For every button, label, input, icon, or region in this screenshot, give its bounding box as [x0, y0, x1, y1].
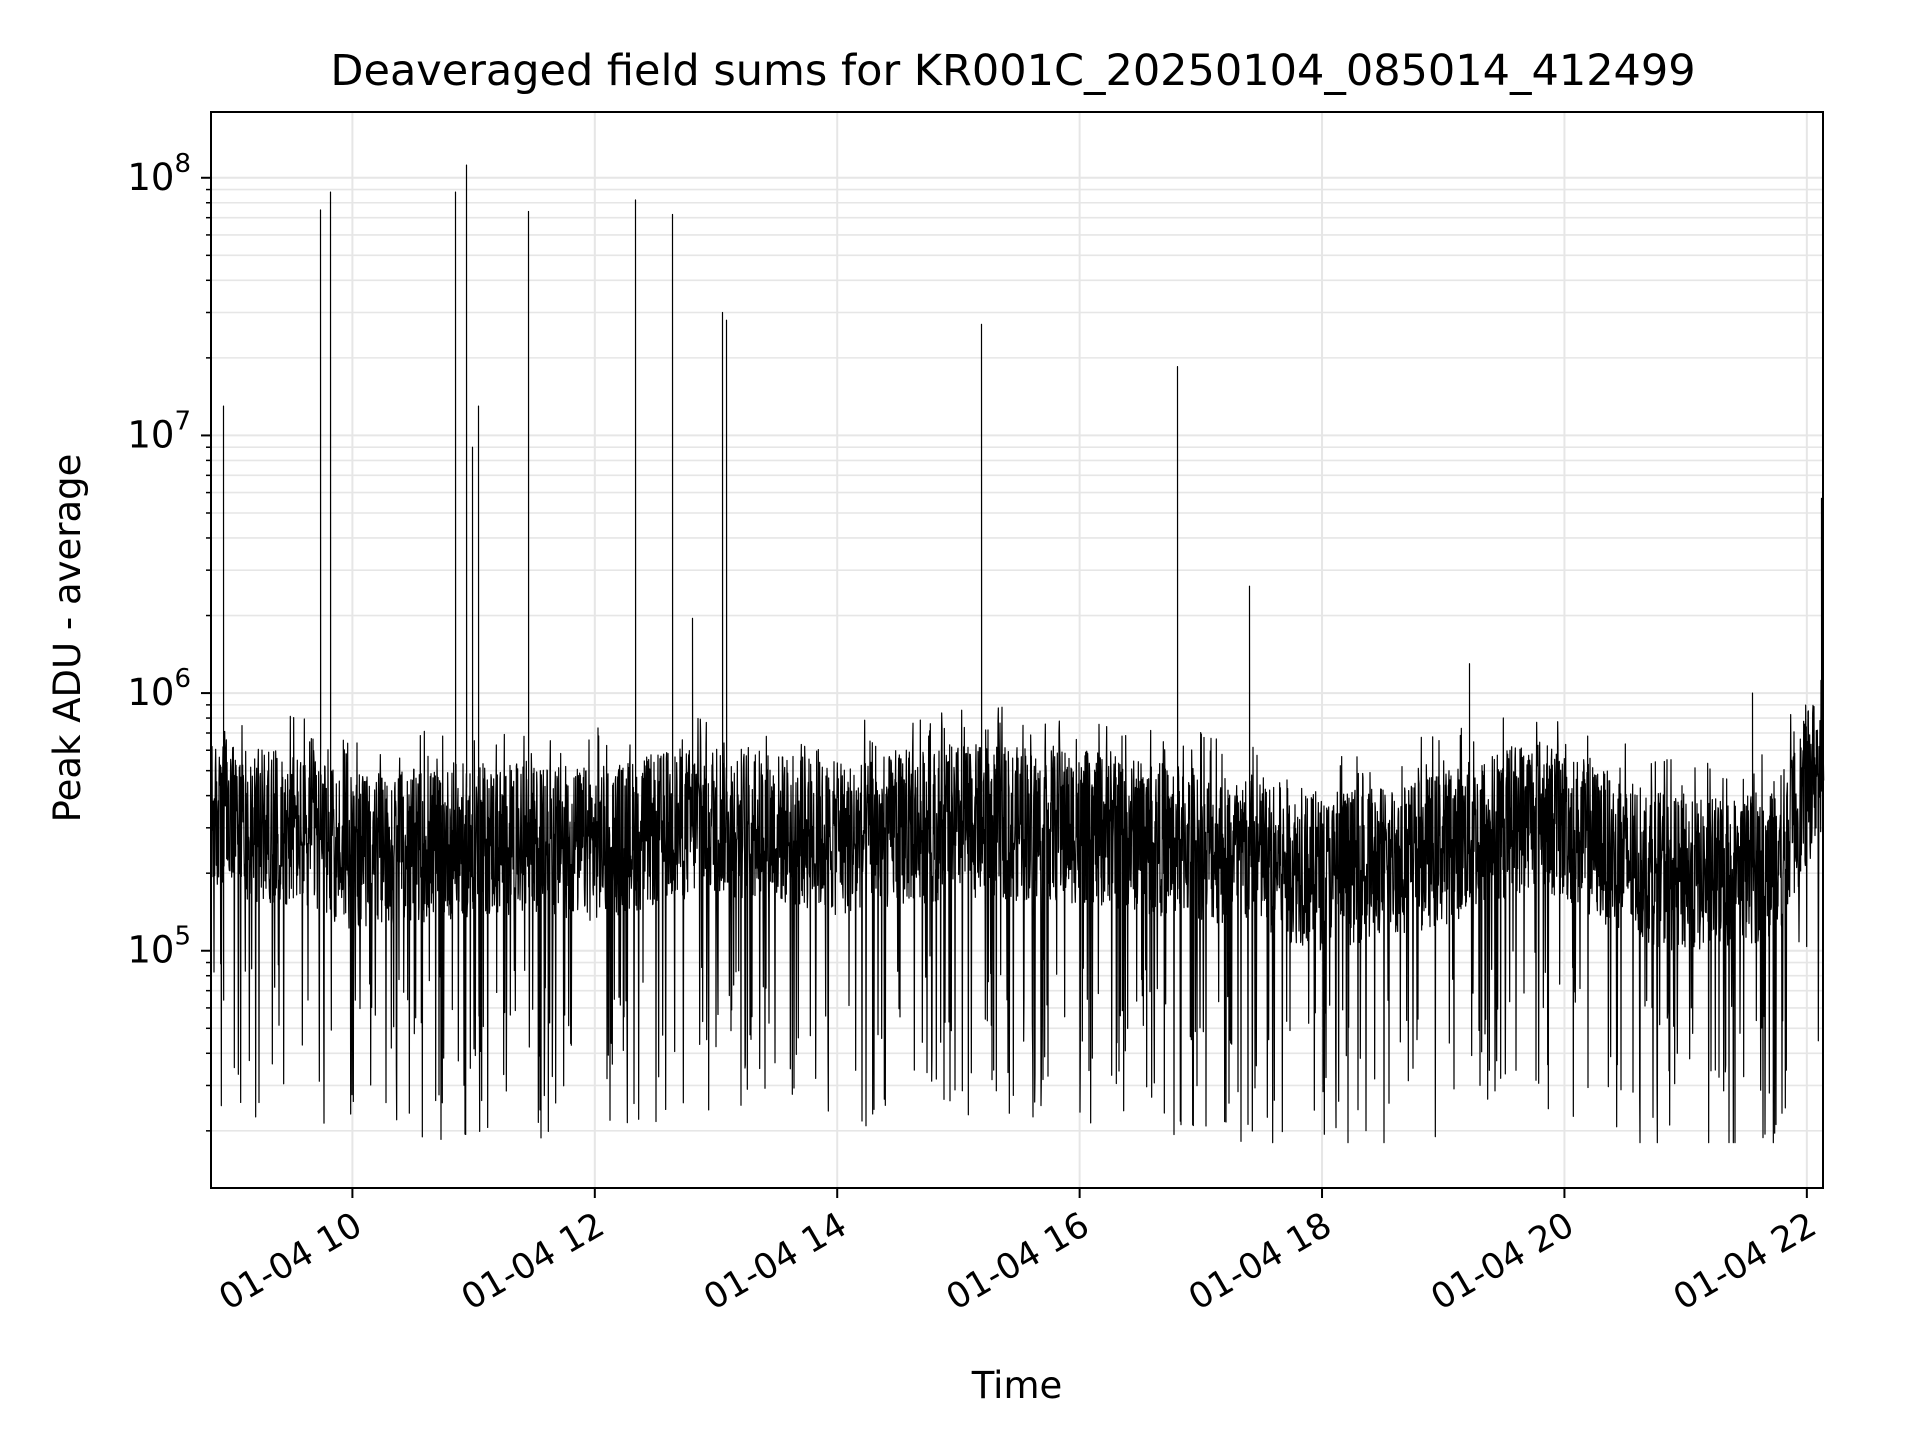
- plot-frame: [210, 111, 1824, 1189]
- y-tick-label: 105: [127, 922, 191, 972]
- x-axis-label: Time: [971, 1364, 1063, 1407]
- y-tick-label: 106: [127, 664, 191, 714]
- chart-title: Deaveraged field sums for KR001C_2025010…: [330, 46, 1695, 96]
- series-line: [210, 164, 1825, 1144]
- y-axis: 105 106 107 108: [127, 149, 211, 1132]
- y-axis-label: Peak ADU - average: [46, 454, 89, 823]
- y-tick-label: 107: [127, 406, 191, 456]
- series-path: [210, 164, 1825, 1144]
- y-tick-label: 108: [127, 149, 191, 199]
